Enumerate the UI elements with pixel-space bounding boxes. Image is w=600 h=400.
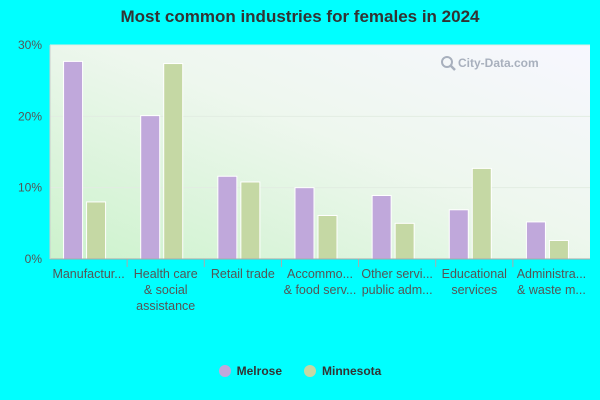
bar-melrose[interactable] (140, 115, 161, 260)
legend-label-minnesota: Minnesota (322, 364, 382, 378)
bar-melrose[interactable] (371, 195, 392, 260)
legend: Melrose Minnesota (0, 364, 600, 378)
y-tick-label: 30% (18, 38, 42, 52)
search-icon (441, 56, 456, 71)
bar-melrose[interactable] (217, 175, 238, 260)
legend-item-melrose: Melrose (218, 364, 282, 378)
legend-label-melrose: Melrose (236, 364, 282, 378)
legend-item-minnesota: Minnesota (304, 364, 381, 378)
bar-minnesota[interactable] (471, 167, 492, 260)
bar-melrose[interactable] (525, 221, 546, 260)
x-category-label: services (451, 283, 497, 297)
x-category-label: Accommo... (287, 267, 353, 281)
bar-minnesota[interactable] (86, 201, 107, 260)
legend-swatch-melrose (218, 365, 231, 377)
chart-title: Most common industries for females in 20… (120, 7, 480, 26)
x-category-label: & waste m... (517, 283, 586, 297)
watermark: City-Data.com (441, 56, 539, 71)
x-category-label: Other servi... (361, 267, 433, 281)
x-category-label: Health care (134, 267, 198, 281)
x-category-label: Educational (442, 267, 507, 281)
y-tick-label: 0% (25, 252, 43, 266)
bar-melrose[interactable] (448, 209, 469, 260)
x-category-label: Retail trade (211, 267, 275, 281)
x-category-label: Manufactur... (52, 267, 124, 281)
y-tick-label: 10% (18, 181, 42, 195)
y-tick-label: 20% (18, 109, 42, 123)
bar-minnesota[interactable] (548, 239, 569, 260)
x-category-label: assistance (136, 299, 195, 313)
bar-melrose[interactable] (63, 60, 84, 260)
bar-melrose[interactable] (294, 187, 315, 260)
bar-minnesota[interactable] (163, 63, 184, 260)
bar-minnesota[interactable] (394, 222, 415, 260)
watermark-text: City-Data.com (458, 56, 539, 70)
x-category-label: public adm... (362, 283, 433, 297)
x-category-label: Administra... (517, 267, 586, 281)
bar-minnesota[interactable] (240, 181, 261, 260)
legend-swatch-minnesota (304, 365, 316, 377)
x-category-label: & food serv... (284, 283, 357, 297)
bar-minnesota[interactable] (317, 214, 338, 260)
x-category-label: & social (144, 283, 188, 297)
